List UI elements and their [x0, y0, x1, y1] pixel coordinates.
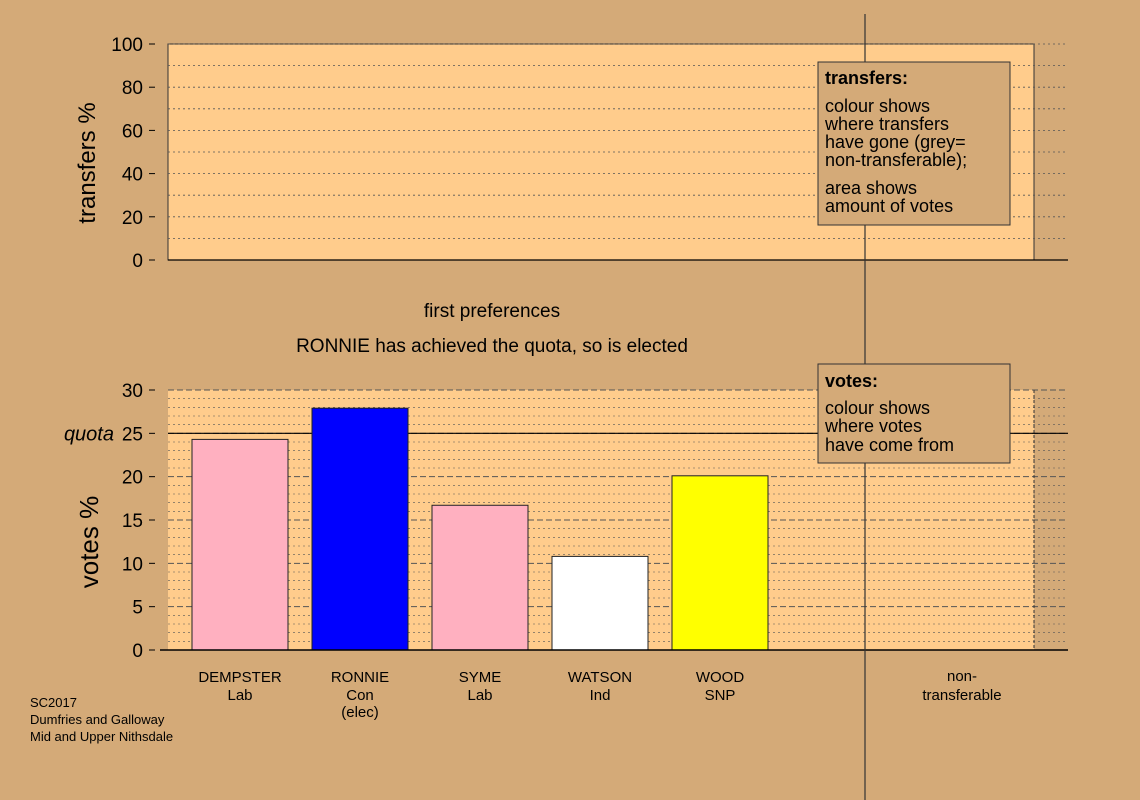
- category-party-label: Ind: [590, 687, 611, 704]
- y-tick-label: 40: [122, 165, 143, 186]
- votes-legend-line: colour shows: [825, 398, 930, 418]
- votes-y-ticks: 0 5 10 15 20 25 30: [122, 381, 155, 662]
- transfers-legend-line: where transfers: [824, 114, 949, 134]
- votes-legend-box: [817, 363, 1011, 464]
- footer-line: Mid and Upper Nithsdale: [30, 729, 173, 744]
- transfers-y-ticks: 0 20 40 60 80 100: [111, 35, 155, 272]
- y-tick-label: 100: [111, 35, 143, 56]
- bars: [191, 407, 769, 651]
- transfers-legend-title: transfers:: [825, 68, 908, 88]
- votes-legend-line: have come from: [825, 435, 954, 455]
- transfers-legend-line: non-transferable);: [825, 150, 967, 170]
- y-tick-label: 5: [132, 598, 143, 619]
- votes-y-axis-label: votes %: [74, 496, 104, 589]
- y-tick-label: 0: [132, 251, 143, 272]
- y-tick-label: 25: [122, 424, 143, 445]
- bar: [671, 475, 769, 651]
- y-tick-label: 10: [122, 554, 143, 575]
- bar: [551, 555, 649, 651]
- footer: SC2017 Dumfries and Galloway Mid and Upp…: [30, 695, 173, 744]
- non-transferable-label-line2: transferable: [922, 687, 1001, 704]
- y-tick-label: 20: [122, 468, 143, 489]
- category-party-label: Lab: [227, 687, 252, 704]
- transfers-legend-line: area shows: [825, 178, 917, 198]
- y-tick-label: 0: [132, 641, 143, 662]
- transfers-y-axis-label: transfers %: [74, 102, 101, 223]
- category-note-label: (elec): [341, 704, 379, 721]
- bar: [311, 407, 409, 651]
- category-name-label: DEMPSTER: [198, 669, 282, 686]
- chart-title: first preferences: [424, 301, 560, 322]
- category-labels: DEMPSTERLabRONNIECon(elec)SYMELabWATSONI…: [198, 669, 744, 721]
- votes-legend-line: where votes: [824, 416, 922, 436]
- y-tick-label: 15: [122, 511, 143, 532]
- category-party-label: Con: [346, 687, 374, 704]
- y-tick-label: 60: [122, 121, 143, 142]
- category-name-label: SYME: [459, 669, 502, 686]
- quota-label: quota: [64, 423, 114, 445]
- footer-line: SC2017: [30, 695, 77, 710]
- chart-subtitle: RONNIE has achieved the quota, so is ele…: [296, 336, 688, 357]
- category-name-label: WATSON: [568, 669, 632, 686]
- bar: [191, 438, 289, 651]
- transfers-legend: transfers: colour shows where transfers …: [817, 61, 1011, 226]
- y-tick-label: 20: [122, 208, 143, 229]
- category-party-label: Lab: [467, 687, 492, 704]
- category-name-label: RONNIE: [331, 669, 389, 686]
- transfers-legend-line: amount of votes: [825, 196, 953, 216]
- y-tick-label: 80: [122, 78, 143, 99]
- y-tick-label: 30: [122, 381, 143, 402]
- votes-legend: votes: colour shows where votes have com…: [817, 363, 1011, 464]
- transfers-legend-line: have gone (grey=: [825, 132, 966, 152]
- category-name-label: WOOD: [696, 669, 744, 686]
- category-party-label: SNP: [705, 687, 736, 704]
- transfers-legend-line: colour shows: [825, 96, 930, 116]
- bar: [431, 504, 529, 651]
- votes-legend-title: votes:: [825, 371, 878, 391]
- transfers-legend-box: [817, 61, 1011, 226]
- non-transferable-label-line1: non-: [947, 668, 977, 685]
- footer-line: Dumfries and Galloway: [30, 712, 165, 727]
